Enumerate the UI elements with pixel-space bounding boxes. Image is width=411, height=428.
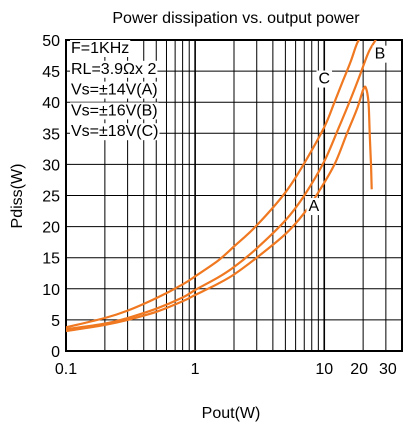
y-tick-label: 0 [51, 344, 60, 361]
x-tick-labels: 0.1 1 10 20 30 [55, 361, 397, 378]
y-tick-label: 20 [42, 220, 60, 237]
condition-bg [70, 123, 160, 141]
curve-label-bg [306, 198, 322, 216]
y-tick-label: 40 [42, 95, 60, 112]
series-line-b [66, 40, 377, 331]
condition-text: F=1KHz [71, 40, 129, 57]
y-tick-label: 30 [42, 157, 60, 174]
x-tick-label: 1 [191, 361, 200, 378]
curve-label-bg [372, 45, 388, 63]
condition-legend: F=1KHz RL=3.9Ωx 2 Vs=±14V(A) Vs=±16V(B) Vs=±… [70, 40, 160, 141]
y-tick-label: 35 [42, 126, 60, 143]
x-tick-label: 30 [379, 361, 397, 378]
series-line-a [66, 85, 373, 333]
y-axis-label: Pdiss(W) [9, 164, 26, 229]
chart-title: Power dissipation vs. output power [112, 10, 360, 27]
curve-label-c: C [318, 71, 330, 88]
condition-text: Vs=±16V(B) [71, 102, 158, 119]
condition-bg [70, 81, 159, 99]
y-tick-label: 5 [51, 313, 60, 330]
x-tick-label: 10 [315, 361, 333, 378]
condition-text: Vs=±18V(C) [71, 123, 158, 140]
series-line-c [66, 40, 361, 329]
curve-labels: A B C [306, 45, 388, 216]
condition-bg [70, 102, 159, 120]
plot-frame [65, 39, 403, 352]
y-tick-label: 45 [42, 64, 60, 81]
series-lines [66, 40, 377, 333]
y-tick-label: 10 [42, 282, 60, 299]
y-tick-label: 25 [42, 189, 60, 206]
condition-bg [70, 60, 158, 78]
curve-label-a: A [308, 198, 319, 215]
y-tick-label: 15 [42, 251, 60, 268]
x-tick-label: 20 [350, 361, 368, 378]
x-axis-label: Pout(W) [202, 405, 261, 422]
y-tick-labels: 0 5 10 15 20 25 30 35 40 45 50 [42, 33, 60, 361]
y-tick-label: 50 [42, 33, 60, 50]
curve-label-b: B [375, 46, 386, 63]
condition-text: Vs=±14V(A) [71, 82, 158, 99]
condition-bg [70, 40, 131, 57]
x-tick-label: 0.1 [55, 361, 77, 378]
condition-text: RL=3.9Ωx 2 [71, 61, 156, 78]
curve-label-bg [316, 70, 333, 88]
